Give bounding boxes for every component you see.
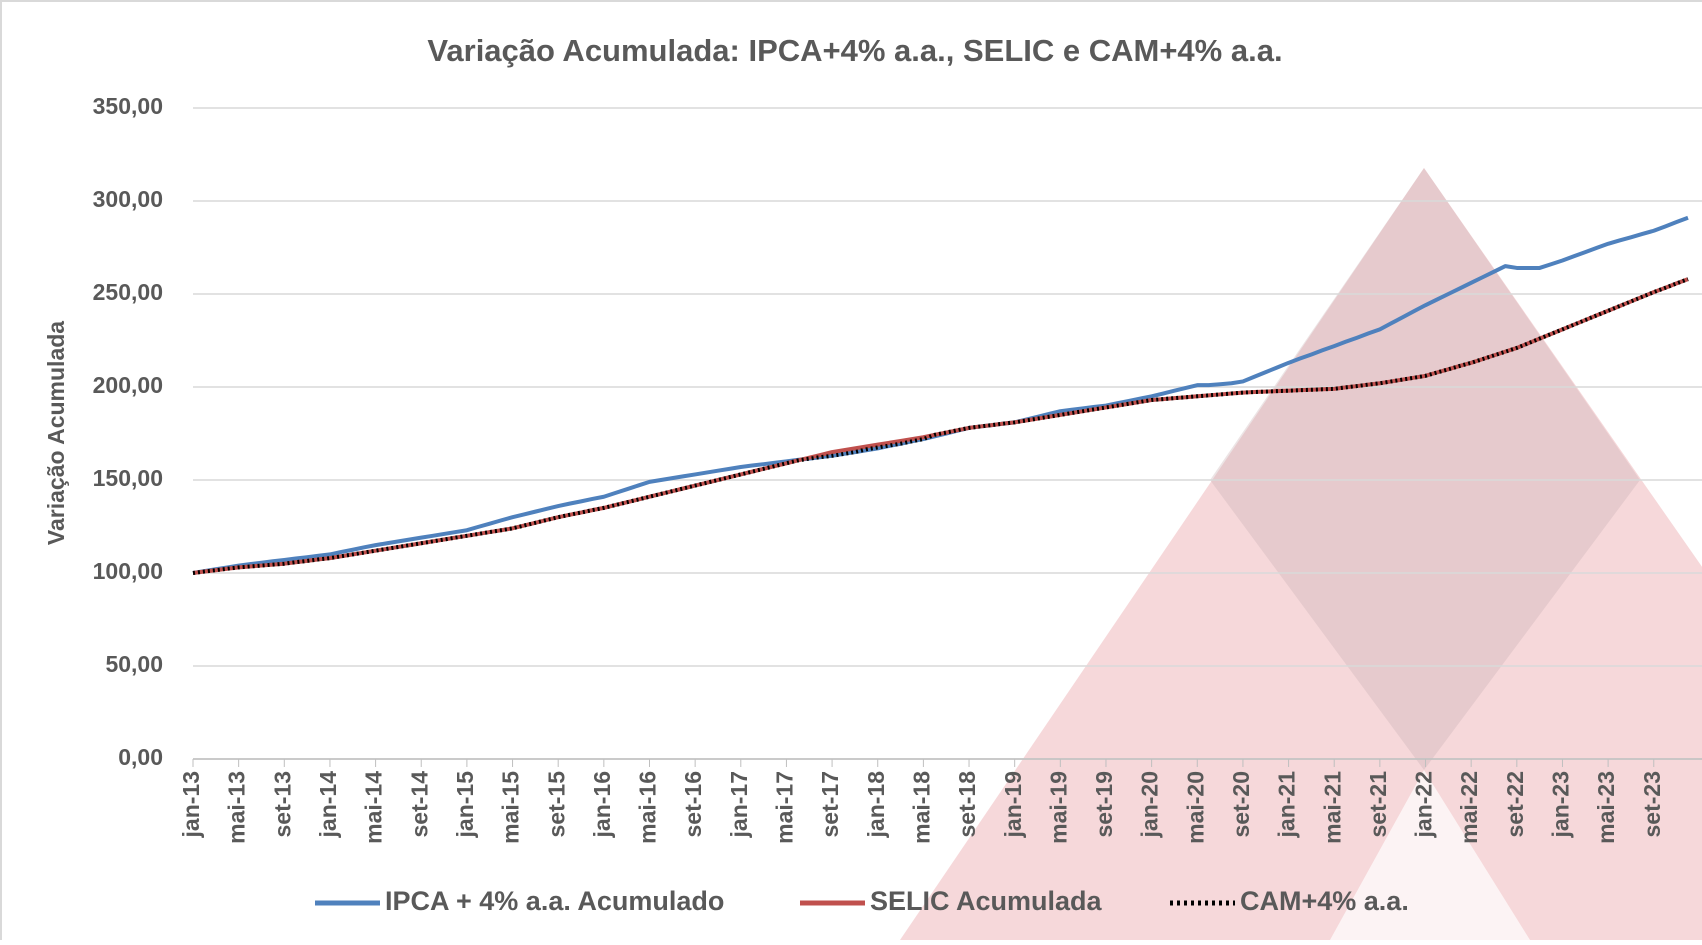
x-tick-label: jan-18 [863, 771, 889, 839]
x-tick-label: mai-22 [1456, 771, 1482, 844]
x-tick-label: mai-23 [1593, 771, 1619, 844]
y-tick-label: 50,00 [105, 651, 163, 677]
x-tick-label: mai-13 [224, 771, 250, 844]
x-tick-label: set-23 [1639, 771, 1665, 837]
y-tick-label: 100,00 [93, 558, 163, 584]
x-tick-label: mai-14 [361, 771, 387, 844]
x-tick-label: mai-15 [498, 771, 524, 844]
x-tick-label: mai-19 [1045, 771, 1071, 844]
x-tick-label: jan-21 [1274, 771, 1300, 839]
y-tick-label: 0,00 [118, 744, 163, 770]
watermark-triangle [900, 168, 1702, 940]
x-tick-label: set-19 [1091, 771, 1117, 837]
x-tick-label: jan-14 [315, 771, 341, 839]
y-tick-label: 250,00 [93, 279, 163, 305]
x-tick-label: set-18 [954, 771, 980, 838]
legend-label: CAM+4% a.a. [1240, 886, 1409, 916]
chart-title: Variação Acumulada: IPCA+4% a.a., SELIC … [427, 33, 1282, 68]
x-tick-label: mai-16 [635, 771, 661, 844]
x-tick-label: jan-19 [1000, 771, 1026, 838]
x-tick-label: set-14 [406, 771, 432, 838]
y-tick-label: 150,00 [93, 465, 163, 491]
x-tick-label: set-21 [1365, 771, 1391, 838]
x-tick-label: jan-15 [452, 771, 478, 839]
watermark-notch [1330, 770, 1530, 940]
legend-label: IPCA + 4% a.a. Acumulado [385, 886, 724, 916]
x-tick-label: set-16 [680, 771, 706, 837]
x-tick-label: jan-23 [1548, 771, 1574, 838]
x-tick-label: jan-22 [1411, 771, 1437, 838]
x-tick-label: mai-21 [1319, 771, 1345, 844]
x-tick-label: jan-13 [178, 771, 204, 838]
x-tick-label: jan-17 [726, 771, 752, 838]
x-tick-label: set-13 [269, 771, 295, 837]
series-line [192, 277, 1689, 575]
x-tick-label: jan-16 [589, 771, 615, 838]
x-tick-label: set-17 [817, 771, 843, 837]
plot-area: 0,00 50,00 100,00 150,00 200,00 250,00 300,00 3… [93, 93, 1702, 844]
x-tick-label: set-15 [543, 771, 569, 838]
watermark [900, 168, 1702, 940]
y-tick-label: 350,00 [93, 93, 163, 119]
legend-label: SELIC Acumulada [870, 886, 1103, 916]
x-tick-label: jan-20 [1137, 771, 1163, 838]
y-tick-label: 200,00 [93, 372, 163, 398]
watermark-diamond [1210, 168, 1640, 770]
x-tick-label: mai-17 [772, 771, 798, 844]
x-tick-label: set-20 [1228, 771, 1254, 837]
x-tick-label: mai-20 [1182, 771, 1208, 844]
legend: IPCA + 4% a.a. Acumulado SELIC Acumulada C… [315, 886, 1409, 916]
y-tick-label: 300,00 [93, 186, 163, 212]
x-tick-label: set-22 [1502, 771, 1528, 837]
y-axis-label: Variação Acumulada [43, 321, 69, 545]
x-tick-label: mai-18 [908, 771, 934, 844]
